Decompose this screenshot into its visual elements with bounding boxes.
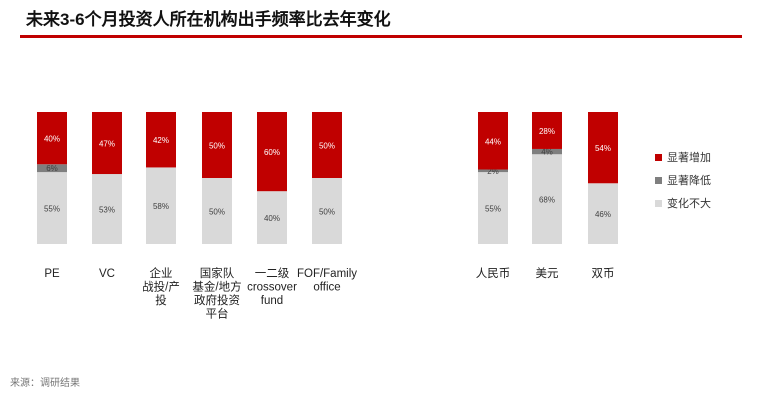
bar-一二级-series-2 (257, 191, 287, 244)
legend-label-2: 变化不大 (667, 196, 711, 210)
category-label-人民币: 人民币 (476, 267, 511, 280)
chart-title: 未来3-6个月投资人所在机构出手频率比去年变化 (26, 10, 391, 29)
source-note: 来源：调研结果 (10, 378, 80, 389)
bar-人民币-series-2 (478, 172, 508, 244)
bar-企业-series-2 (146, 167, 176, 244)
legend-swatch-1 (655, 177, 662, 184)
bar-一二级-series-0 (257, 112, 287, 192)
data-label-国家队-series-0: 50% (209, 142, 225, 151)
legend-swatch-0 (655, 154, 662, 161)
category-label-国家队: 国家队基金/地方政府投资平台 (192, 266, 241, 321)
legend-label-0: 显著增加 (667, 150, 711, 164)
legend-swatch-2 (655, 200, 662, 207)
data-label-人民币-series-2: 55% (485, 205, 501, 214)
data-label-foffamily-series-0: 50% (319, 142, 335, 151)
bar-pe-series-2 (37, 172, 67, 244)
bar-双币-series-0 (588, 112, 618, 184)
bar-vc-series-2 (92, 174, 122, 244)
category-label-企业: 企业战投/产投 (142, 266, 180, 307)
category-label-双币: 双币 (592, 267, 615, 280)
category-label-一二级: 一二级 crossover fund (247, 267, 297, 307)
data-label-双币-series-2: 46% (595, 210, 611, 219)
data-label-pe-series-1: 6% (46, 164, 58, 173)
bar-foffamily-series-2 (312, 178, 342, 244)
data-label-一二级-series-2: 40% (264, 214, 280, 223)
title-underline (20, 35, 742, 38)
bar-美元-series-2 (532, 154, 562, 244)
data-label-企业-series-2: 58% (153, 202, 169, 211)
data-label-vc-series-0: 47% (99, 140, 115, 149)
data-label-美元-series-0: 28% (539, 127, 555, 136)
bar-美元-series-0 (532, 112, 562, 149)
bar-企业-series-0 (146, 112, 176, 168)
data-label-双币-series-0: 54% (595, 144, 611, 153)
data-label-美元-series-2: 68% (539, 196, 555, 205)
category-label-pe: PE (44, 268, 60, 280)
category-label-foffamily: FOF/Family office (297, 268, 357, 294)
bar-foffamily-series-0 (312, 112, 342, 178)
bar-pe-series-0 (37, 112, 67, 165)
data-label-pe-series-2: 55% (44, 205, 60, 214)
data-label-美元-series-1: 4% (541, 148, 553, 157)
bar-人民币-series-0 (478, 112, 508, 170)
data-label-pe-series-0: 40% (44, 135, 60, 144)
data-label-foffamily-series-2: 50% (319, 208, 335, 217)
bar-人民币-series-1 (478, 169, 508, 173)
category-label-vc: VC (99, 268, 115, 280)
legend-label-1: 显著降低 (667, 173, 711, 187)
data-label-人民币-series-1: 2% (487, 167, 499, 176)
bar-pe-series-1 (37, 164, 67, 173)
bar-双币-series-2 (588, 183, 618, 244)
data-label-国家队-series-2: 50% (209, 208, 225, 217)
data-label-vc-series-2: 53% (99, 206, 115, 215)
bar-国家队-series-0 (202, 112, 232, 178)
data-label-企业-series-0: 42% (153, 136, 169, 145)
data-label-一二级-series-0: 60% (264, 148, 280, 157)
category-label-美元: 美元 (536, 266, 559, 280)
data-label-人民币-series-0: 44% (485, 137, 501, 146)
bar-国家队-series-2 (202, 178, 232, 244)
bar-美元-series-1 (532, 148, 562, 155)
bar-vc-series-0 (92, 112, 122, 175)
